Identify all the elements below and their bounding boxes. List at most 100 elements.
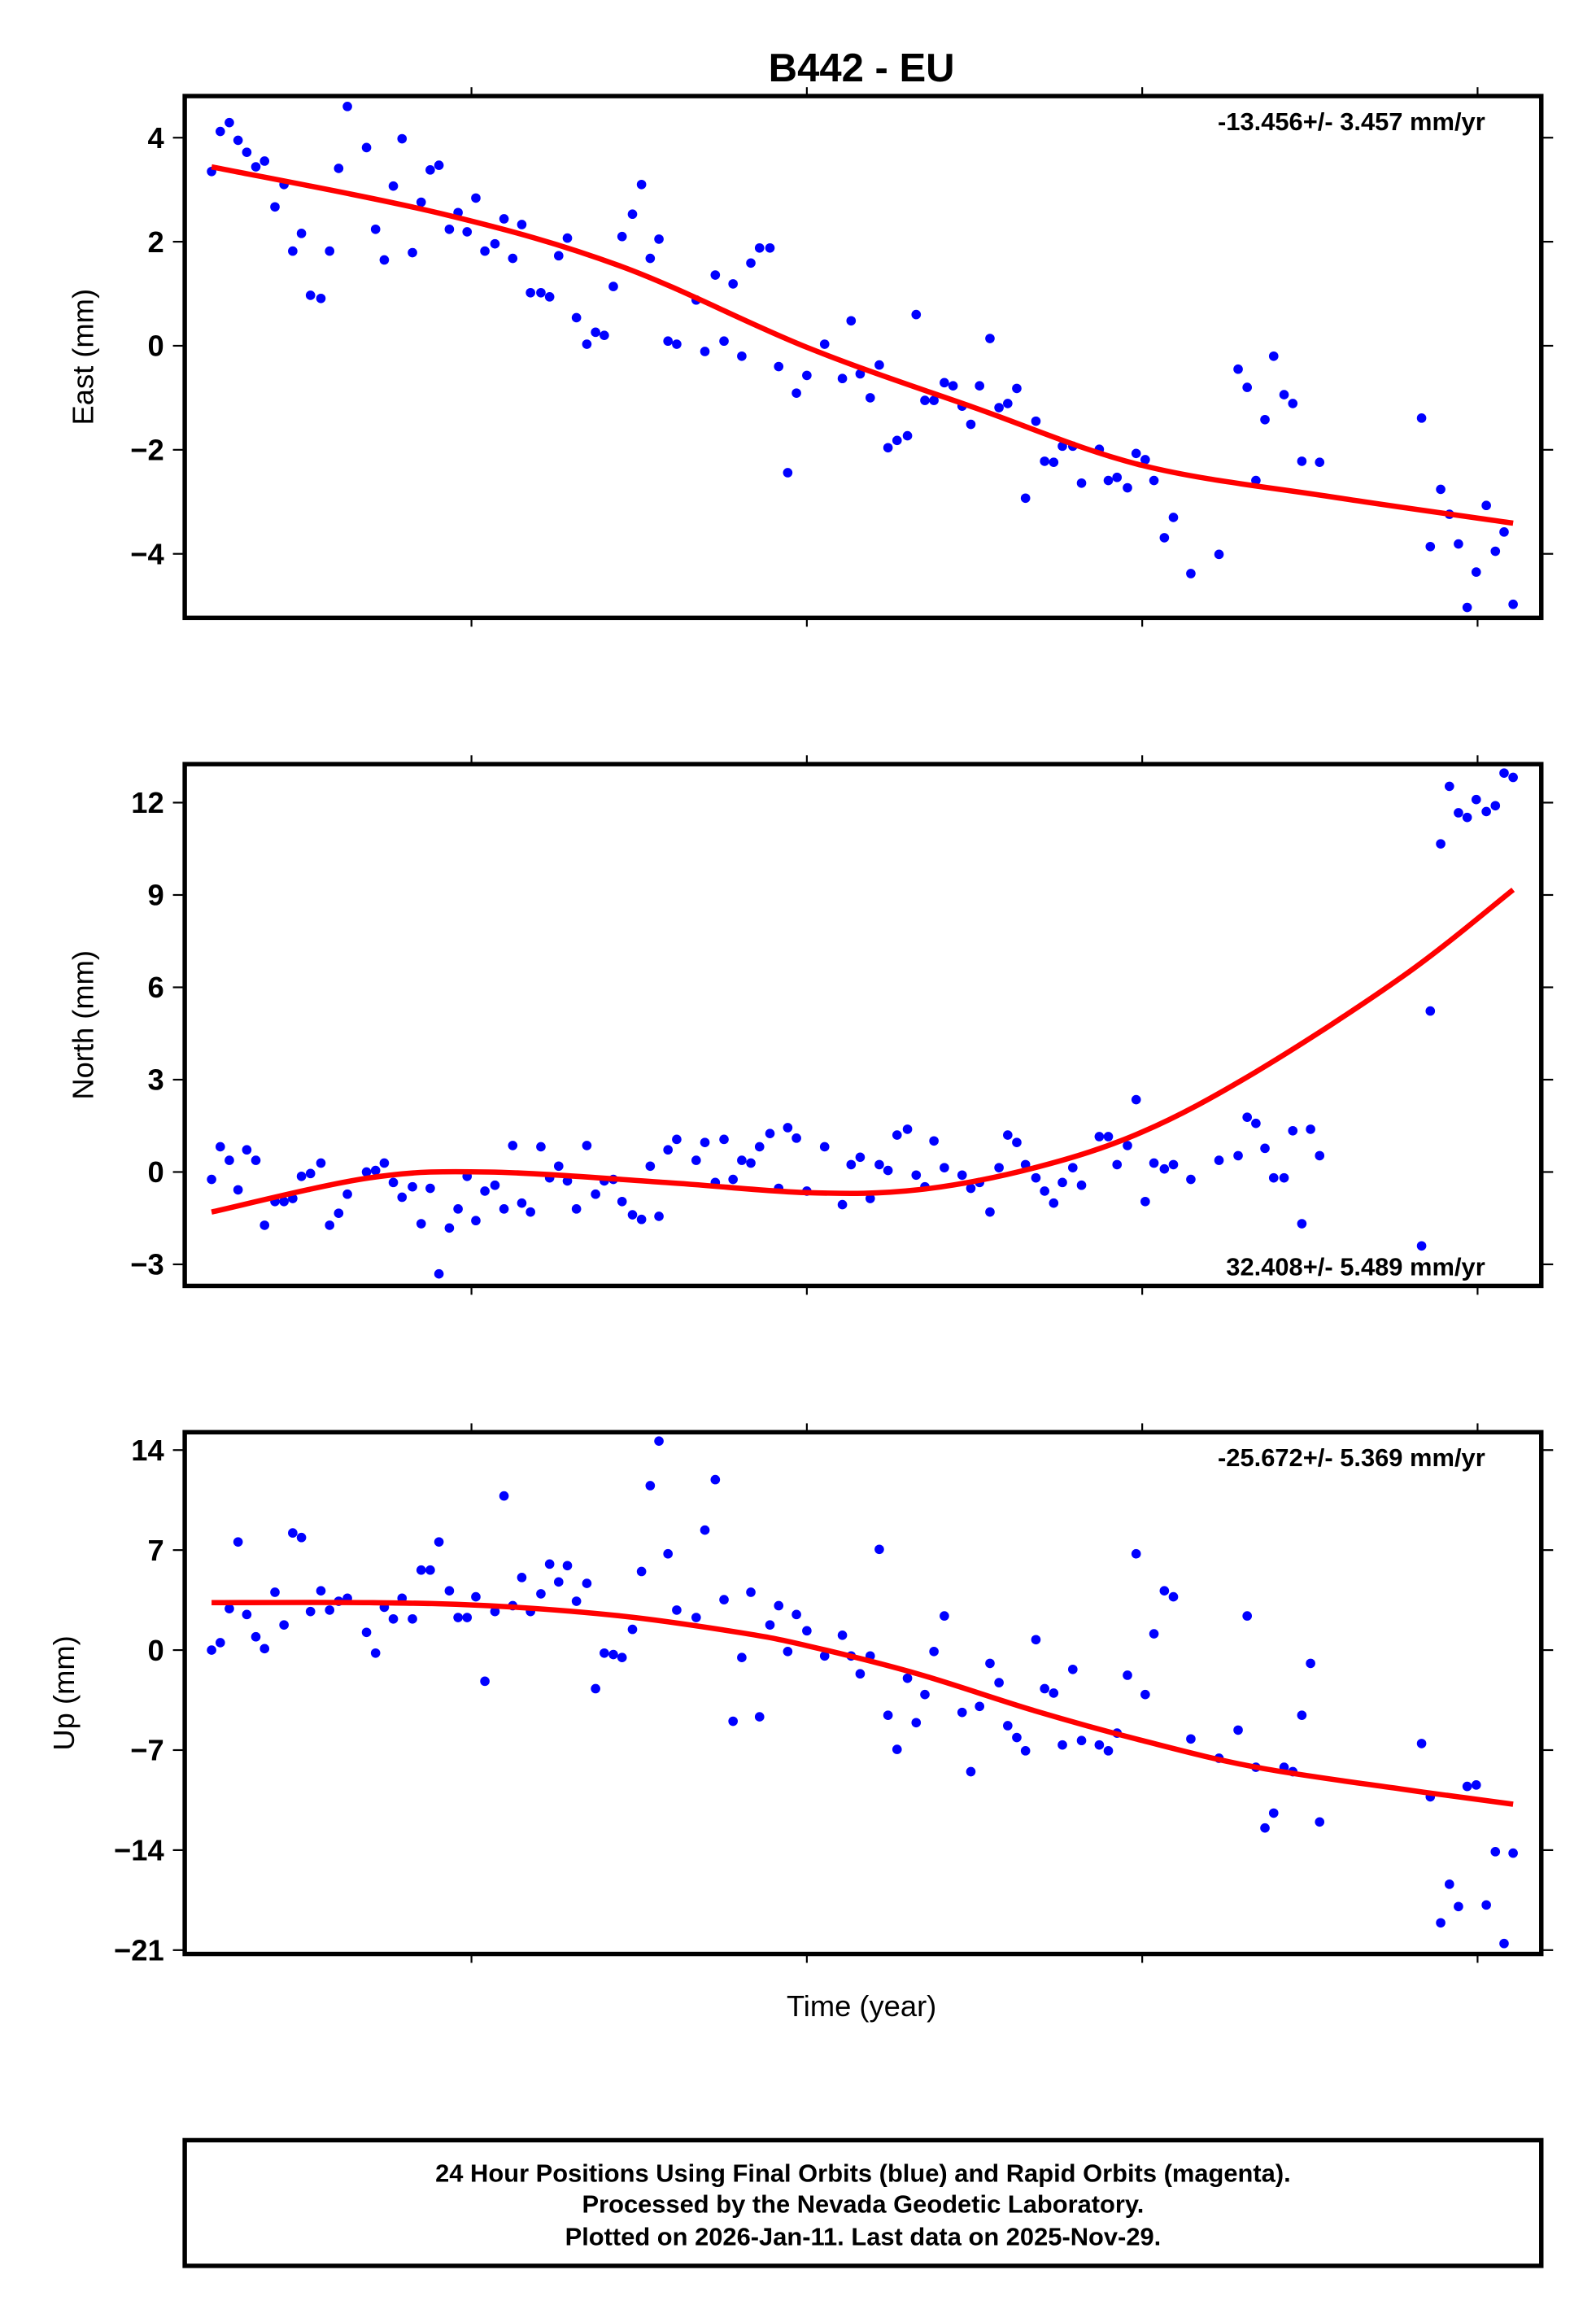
data-point	[774, 1600, 784, 1611]
data-point	[325, 1220, 335, 1230]
data-point	[874, 360, 884, 370]
data-point	[765, 1620, 775, 1630]
data-point	[251, 162, 261, 172]
data-point	[957, 1707, 967, 1718]
data-point	[929, 395, 939, 405]
data-point	[370, 1648, 381, 1658]
data-point	[1481, 806, 1491, 817]
data-point	[636, 1214, 647, 1225]
data-point	[233, 135, 243, 146]
data-point	[1131, 1094, 1141, 1105]
data-point	[940, 378, 949, 388]
data-point	[855, 369, 866, 379]
data-point	[846, 316, 857, 326]
data-point	[536, 1142, 546, 1152]
data-point	[966, 1183, 976, 1194]
data-point	[1159, 1163, 1170, 1174]
data-point	[388, 1613, 399, 1624]
data-point	[1020, 1746, 1031, 1756]
data-point	[710, 270, 721, 280]
plot-area-up	[207, 1436, 1518, 1949]
data-point	[582, 1578, 592, 1588]
data-point	[672, 1605, 682, 1615]
data-point	[517, 1573, 527, 1583]
x-axis-label: Time (year)	[787, 1989, 936, 2023]
data-point	[517, 220, 527, 229]
data-point	[600, 330, 609, 340]
data-point	[892, 435, 902, 446]
data-point	[215, 126, 225, 137]
data-point	[1103, 1132, 1114, 1142]
data-point	[1214, 549, 1224, 560]
panels: 4 2 0 −2 −4 East (mm) -13.456+/- 3.457 mm/yr 12…	[47, 87, 1554, 1967]
y-tick-label: 6	[147, 971, 164, 1004]
data-point	[1297, 1710, 1307, 1720]
data-point	[617, 1652, 627, 1663]
fit-curve	[211, 1600, 1514, 1807]
data-point	[837, 1199, 848, 1210]
data-point	[1251, 1118, 1261, 1128]
data-point	[975, 381, 985, 391]
data-point	[1003, 399, 1013, 408]
data-point	[1436, 1918, 1446, 1928]
data-point	[737, 1652, 747, 1663]
data-point	[361, 1627, 372, 1638]
data-point	[444, 1586, 455, 1596]
data-point	[791, 388, 801, 398]
data-point	[242, 1609, 252, 1620]
data-point	[1131, 448, 1141, 459]
data-point	[508, 1141, 518, 1150]
data-point	[663, 336, 674, 347]
data-point	[874, 1159, 884, 1170]
data-point	[553, 1577, 564, 1587]
data-point	[645, 253, 656, 264]
data-point	[1454, 1901, 1463, 1912]
data-point	[719, 336, 729, 347]
rate-label-north: 32.408+/- 5.489 mm/yr	[1226, 1253, 1485, 1281]
data-point	[325, 1605, 335, 1615]
data-point	[1454, 808, 1463, 818]
data-point	[444, 224, 455, 234]
data-point	[1508, 772, 1518, 783]
chart-title: B442 - EU	[769, 46, 955, 90]
data-point	[774, 361, 784, 372]
data-point	[865, 393, 875, 403]
data-point	[1186, 1734, 1196, 1744]
data-point	[617, 231, 627, 242]
y-tick-label: 4	[147, 121, 164, 155]
data-point	[416, 197, 426, 207]
data-point	[1140, 1196, 1150, 1207]
data-point	[408, 1181, 417, 1192]
y-tick-label: −4	[130, 537, 164, 570]
data-point	[571, 1596, 582, 1606]
data-point	[892, 1130, 902, 1140]
data-point	[1315, 1817, 1325, 1827]
data-point	[1076, 1180, 1087, 1190]
y-tick-label: 3	[147, 1063, 164, 1097]
data-point	[571, 312, 582, 323]
data-point	[791, 1609, 801, 1620]
data-point	[874, 1544, 884, 1555]
data-point	[296, 229, 307, 238]
data-point	[645, 1481, 656, 1491]
data-point	[1462, 602, 1472, 613]
data-point	[1499, 1938, 1509, 1949]
data-point	[1159, 533, 1170, 543]
data-point	[1140, 1689, 1150, 1700]
data-point	[553, 251, 564, 261]
data-point	[1268, 1172, 1279, 1183]
data-point	[571, 1204, 582, 1214]
data-point	[233, 1537, 243, 1547]
data-point	[544, 292, 555, 302]
data-point	[1279, 390, 1289, 399]
data-point	[1103, 475, 1114, 486]
data-point	[1490, 1847, 1501, 1857]
data-point	[1436, 839, 1446, 849]
rate-label-east: -13.456+/- 3.457 mm/yr	[1218, 107, 1485, 136]
data-point	[1508, 1848, 1518, 1858]
data-point	[408, 247, 417, 258]
data-point	[1031, 416, 1041, 426]
plot-frame	[182, 762, 1544, 1289]
data-point	[1094, 1132, 1105, 1142]
data-point	[388, 181, 399, 191]
